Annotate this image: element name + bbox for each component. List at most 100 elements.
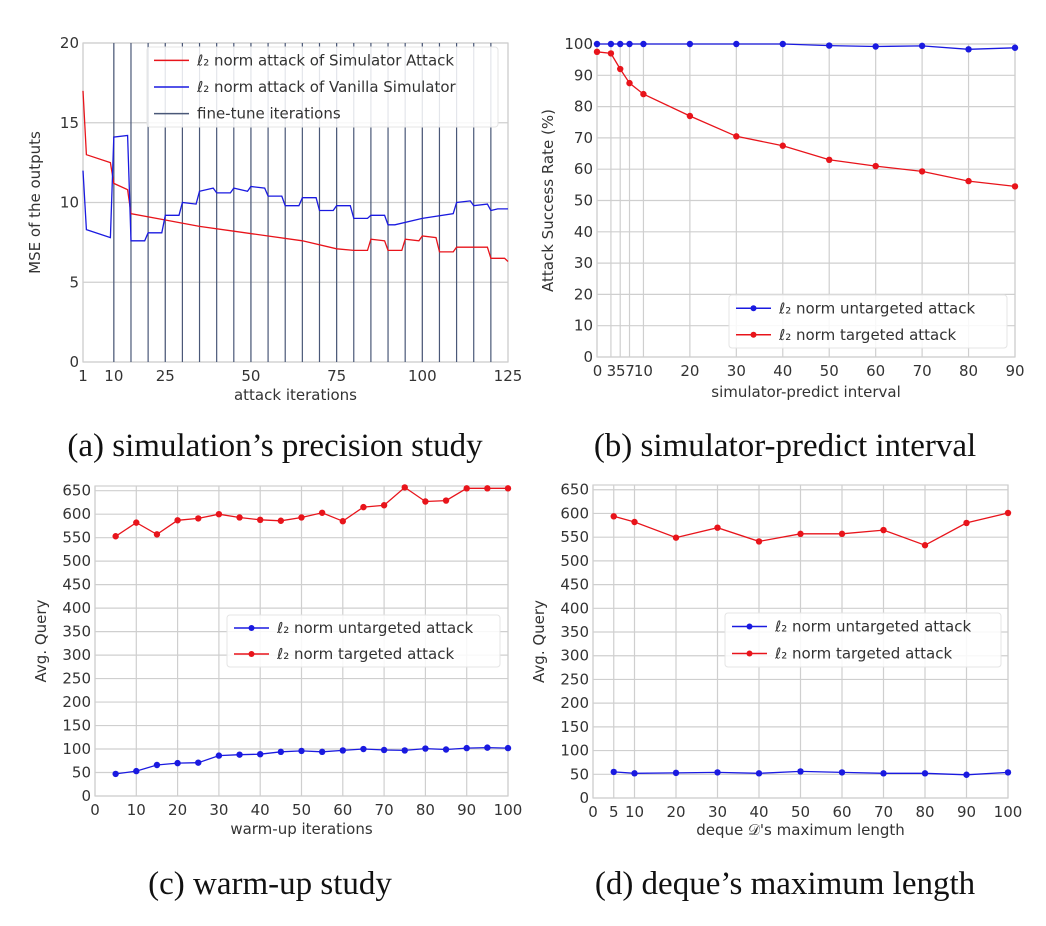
y-tick-label: 30 xyxy=(574,254,593,272)
data-point-red xyxy=(880,526,887,534)
x-tick-label: 20 xyxy=(680,362,699,380)
data-point-red xyxy=(442,497,450,504)
data-point-blue xyxy=(422,745,429,752)
data-point-blue xyxy=(339,747,346,754)
y-tick-label: 60 xyxy=(574,160,593,178)
y-axis-label: Attack Success Rate (%) xyxy=(539,109,557,292)
data-point-red xyxy=(277,517,285,524)
data-point-red xyxy=(921,542,929,549)
x-tick-label: 90 xyxy=(957,803,976,821)
data-point-red xyxy=(133,519,140,526)
x-tick-label: 70 xyxy=(375,801,394,819)
y-tick-label: 50 xyxy=(570,765,589,783)
data-point-blue xyxy=(236,751,243,758)
y-tick-label: 90 xyxy=(574,66,593,84)
data-point-red xyxy=(401,484,408,491)
y-tick-label: 0 xyxy=(69,353,79,371)
data-point-red xyxy=(174,517,181,524)
y-tick-label: 650 xyxy=(560,481,589,499)
data-point-red xyxy=(215,510,223,518)
x-tick-label: 5 xyxy=(616,362,625,380)
x-tick-label: 90 xyxy=(1005,362,1024,380)
legend-label: ℓ₂ norm untargeted attack xyxy=(276,619,473,637)
y-axis-label: Avg. Query xyxy=(32,599,50,682)
legend-label: ℓ₂ norm attack of Vanilla Simulator xyxy=(196,78,457,96)
y-tick-label: 600 xyxy=(62,505,91,523)
legend-box xyxy=(146,46,499,128)
chart-d: 0501001502002503003504004505005506006500… xyxy=(530,481,1022,839)
data-point-red xyxy=(153,531,161,538)
data-point-blue xyxy=(826,42,833,49)
data-point-red xyxy=(484,485,491,492)
data-point-blue xyxy=(686,40,694,48)
data-point-red xyxy=(463,485,470,492)
data-point-blue xyxy=(733,40,740,48)
x-tick-label: 25 xyxy=(156,367,175,385)
legend: ℓ₂ norm untargeted attack ℓ₂ norm targete… xyxy=(226,614,501,668)
data-point-blue xyxy=(298,747,305,755)
data-point-blue xyxy=(215,752,223,759)
legend-marker xyxy=(746,623,753,630)
series-line-red xyxy=(115,486,508,537)
x-tick-label: 60 xyxy=(333,801,352,819)
x-axis-label: attack iterations xyxy=(234,386,357,404)
y-tick-label: 10 xyxy=(574,317,593,335)
data-point-red xyxy=(607,50,615,57)
y-tick-label: 200 xyxy=(560,694,589,712)
data-point-red xyxy=(1011,183,1019,190)
data-point-red xyxy=(838,530,846,538)
y-tick-label: 450 xyxy=(62,576,91,594)
data-point-red xyxy=(686,112,694,120)
y-tick-label: 650 xyxy=(62,482,91,500)
legend-box xyxy=(728,294,1008,349)
data-point-red xyxy=(1004,509,1012,517)
data-point-blue xyxy=(779,40,786,48)
y-tick-label: 100 xyxy=(564,35,593,53)
data-point-blue xyxy=(442,746,450,753)
y-tick-label: 150 xyxy=(62,717,91,735)
x-tick-label: 70 xyxy=(874,803,893,821)
x-tick-label: 100 xyxy=(408,367,437,385)
data-point-blue xyxy=(463,744,470,752)
data-point-blue xyxy=(626,40,633,48)
y-tick-label: 550 xyxy=(62,529,91,547)
x-tick-label: 40 xyxy=(749,803,768,821)
x-tick-label: 10 xyxy=(625,803,644,821)
x-tick-label: 10 xyxy=(104,367,123,385)
x-tick-label: 100 xyxy=(494,801,523,819)
x-tick-label: 20 xyxy=(168,801,187,819)
caption-b: (b) simulator-predict interval xyxy=(593,428,977,464)
data-point-blue xyxy=(257,750,264,758)
data-point-blue xyxy=(133,767,140,775)
data-point-red xyxy=(617,65,624,73)
data-point-blue xyxy=(755,770,763,777)
caption-c: (c) warm-up study xyxy=(148,866,392,902)
y-tick-label: 350 xyxy=(560,623,589,641)
x-tick-label: 50 xyxy=(241,367,260,385)
x-tick-label: 40 xyxy=(773,362,792,380)
data-point-blue xyxy=(617,40,624,48)
data-point-blue xyxy=(153,761,161,769)
data-point-blue xyxy=(918,42,926,50)
x-tick-label: 7 xyxy=(625,362,634,380)
data-point-red xyxy=(965,177,972,185)
y-tick-label: 100 xyxy=(62,740,91,758)
x-tick-label: 3 xyxy=(607,362,616,380)
data-point-red xyxy=(779,142,786,149)
data-point-red xyxy=(339,518,346,525)
y-tick-label: 400 xyxy=(560,599,589,617)
x-tick-label: 80 xyxy=(416,801,435,819)
data-point-blue xyxy=(631,770,638,777)
x-tick-label: 30 xyxy=(727,362,746,380)
data-point-blue xyxy=(714,769,721,776)
data-point-blue xyxy=(880,770,887,777)
legend-box xyxy=(226,614,501,668)
x-tick-label: 40 xyxy=(251,801,270,819)
data-point-red xyxy=(318,509,326,516)
y-tick-label: 300 xyxy=(62,646,91,664)
y-tick-label: 0 xyxy=(583,348,593,366)
data-point-red xyxy=(504,485,512,492)
data-point-red xyxy=(298,514,305,521)
data-point-red xyxy=(640,90,647,98)
